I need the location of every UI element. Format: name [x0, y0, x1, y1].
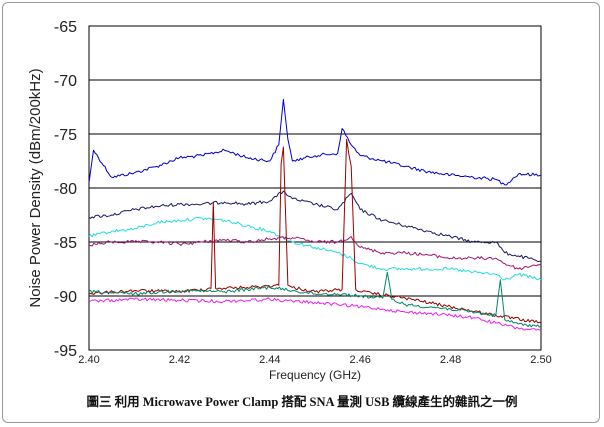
y-tick-label: -70 — [54, 73, 77, 90]
series-line-7 — [88, 297, 542, 332]
series-line-6 — [88, 271, 542, 328]
x-tick-label: 2.40 — [78, 354, 99, 366]
y-tick-label: -75 — [54, 127, 77, 144]
x-tick-label: 2.50 — [530, 354, 551, 366]
x-tick-label: 2.46 — [349, 354, 370, 366]
series-lines — [88, 98, 542, 332]
series-line-1 — [88, 98, 542, 186]
y-tick-label: -80 — [54, 181, 77, 198]
series-line-3 — [88, 217, 542, 281]
figure-caption: 圖三 利用 Microwave Power Clamp 搭配 SNA 量測 US… — [86, 395, 518, 409]
y-axis-title: Noise Power Density (dBm/200kHz) — [27, 68, 44, 307]
x-tick-label: 2.48 — [440, 354, 461, 366]
x-axis-title: Frequency (GHz) — [269, 368, 361, 382]
y-tick-label: -65 — [54, 19, 77, 36]
series-line-4 — [88, 236, 542, 271]
x-tick-label: 2.44 — [259, 354, 280, 366]
x-tick-label: 2.42 — [169, 354, 190, 366]
y-tick-label: -95 — [54, 343, 77, 360]
y-tick-label: -85 — [54, 235, 77, 252]
series-line-2 — [88, 190, 542, 263]
x-axis-ticks: 2.40 2.42 2.44 2.46 2.48 2.50 — [78, 354, 551, 366]
y-tick-label: -90 — [54, 289, 77, 306]
y-axis-ticks: -65 -70 -75 -80 -85 -90 -95 — [54, 19, 77, 360]
noise-chart: -65-70-75-80-85-90-95 2.40 2.42 2.44 2.46 2.… — [27, 19, 552, 382]
